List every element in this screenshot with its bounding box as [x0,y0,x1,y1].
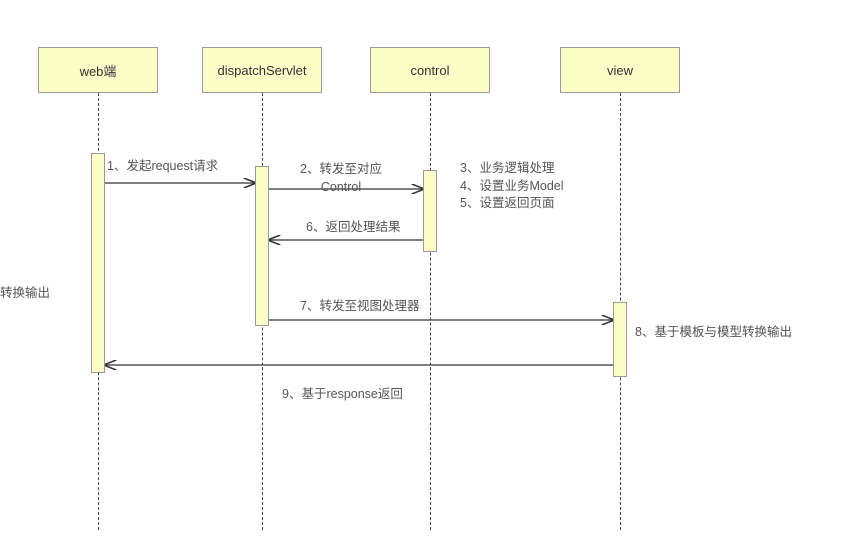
message-label-3: 7、转发至视图处理器 [300,298,419,316]
participant-view: view [560,47,680,93]
message-label-4: 9、基于response返回 [282,386,403,404]
side-truncated-text: 转换输出 [0,282,50,301]
participant-control: control [370,47,490,93]
message-label-2: 6、返回处理结果 [306,219,400,237]
note-view-1: 8、基于模板与模型转换输出 [635,324,792,342]
activation-control-2 [423,170,437,252]
message-label-0: 1、发起request请求 [107,158,218,176]
sequence-diagram: web端 dispatchServlet control view 1、发起reques… [0,0,852,541]
activation-servlet-1 [255,166,269,326]
message-label-1: 2、转发至对应Control [300,161,382,196]
note-control-0: 3、业务逻辑处理4、设置业务Model5、设置返回页面 [460,160,564,213]
participant-web: web端 [38,47,158,93]
lifeline-control [430,93,431,530]
participant-servlet: dispatchServlet [202,47,322,93]
activation-web-0 [91,153,105,373]
activation-view-3 [613,302,627,377]
